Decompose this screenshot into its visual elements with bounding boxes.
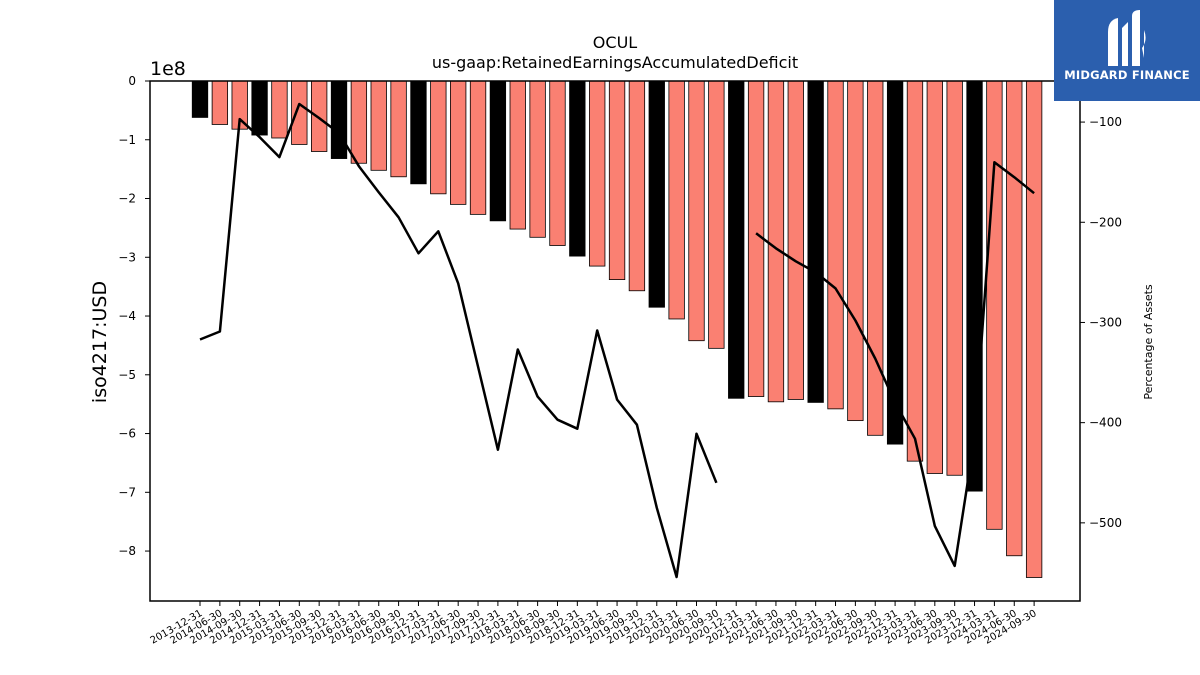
bar bbox=[430, 80, 447, 195]
y2-axis-label: Percentage of Assets bbox=[1142, 284, 1155, 400]
pct-assets-line bbox=[755, 160, 1035, 568]
bar bbox=[311, 80, 328, 152]
bar bbox=[1025, 80, 1043, 578]
y2-tick-label: −300 bbox=[1089, 315, 1122, 329]
y2-tick-label: −400 bbox=[1089, 416, 1122, 430]
bar bbox=[668, 80, 685, 320]
bar bbox=[847, 80, 864, 422]
y2-tick-label: −500 bbox=[1089, 516, 1122, 530]
chart-subtitle: us-gaap:RetainedEarningsAccumulatedDefic… bbox=[432, 53, 798, 72]
bar bbox=[291, 80, 308, 145]
bar bbox=[867, 80, 884, 436]
bar bbox=[529, 80, 546, 238]
y2-axis: −100 −200 −300 −400 −500 bbox=[1080, 115, 1122, 530]
y-tick-label: −8 bbox=[118, 544, 136, 558]
y-axis-label: iso4217:USD bbox=[89, 281, 111, 403]
y-tick-label: −6 bbox=[118, 427, 136, 441]
x-axis: 2013-12-312014-06-302014-09-302014-12-31… bbox=[149, 601, 1039, 647]
y2-tick-label: −200 bbox=[1089, 215, 1122, 229]
plot-frame bbox=[149, 80, 1081, 602]
logo-text: MIDGARD FINANCE bbox=[1064, 68, 1190, 82]
bar bbox=[370, 80, 387, 171]
y-tick-label: 0 bbox=[128, 74, 136, 88]
bar bbox=[469, 80, 487, 215]
bar bbox=[608, 80, 626, 280]
y-tick-label: −7 bbox=[118, 485, 136, 499]
bar bbox=[926, 80, 943, 474]
bar bbox=[1006, 80, 1023, 557]
bar bbox=[827, 80, 844, 410]
y-offset-label: 1e8 bbox=[150, 58, 186, 80]
bar bbox=[569, 80, 586, 257]
y-tick-label: −1 bbox=[118, 133, 136, 147]
bar bbox=[787, 80, 804, 400]
bar bbox=[688, 80, 705, 342]
midgard-finance-logo: MIDGARD FINANCE bbox=[1054, 0, 1200, 101]
bar bbox=[589, 80, 606, 267]
pct-assets-line bbox=[199, 102, 718, 579]
bar bbox=[271, 80, 288, 139]
bar bbox=[628, 80, 646, 292]
bar bbox=[986, 80, 1003, 530]
bar bbox=[410, 80, 427, 185]
y-tick-label: −2 bbox=[118, 192, 136, 206]
bar bbox=[728, 80, 745, 399]
bar bbox=[390, 80, 407, 178]
bar bbox=[807, 80, 824, 403]
y-axis: 0 −1 −2 −3 −4 −5 −6 −7 −8 bbox=[118, 74, 150, 558]
bar bbox=[251, 80, 268, 136]
logo-mark-icon bbox=[1108, 10, 1146, 66]
bar bbox=[648, 80, 665, 308]
bar bbox=[350, 80, 368, 164]
bar bbox=[767, 80, 785, 403]
bar bbox=[211, 80, 229, 125]
y-tick-label: −5 bbox=[118, 368, 136, 382]
bar bbox=[946, 80, 963, 476]
bar bbox=[191, 80, 209, 118]
bar bbox=[509, 80, 526, 230]
bar bbox=[330, 80, 348, 159]
y-tick-label: −3 bbox=[118, 250, 136, 264]
bar bbox=[549, 80, 566, 246]
bar bbox=[450, 80, 467, 205]
bars-layer bbox=[191, 80, 1043, 578]
line-layer bbox=[199, 102, 1035, 579]
bar bbox=[708, 80, 725, 349]
bar bbox=[906, 80, 924, 462]
y-tick-label: −4 bbox=[118, 309, 136, 323]
bar bbox=[489, 80, 507, 222]
y2-tick-label: −100 bbox=[1089, 115, 1122, 129]
chart-title: OCUL bbox=[593, 33, 637, 52]
